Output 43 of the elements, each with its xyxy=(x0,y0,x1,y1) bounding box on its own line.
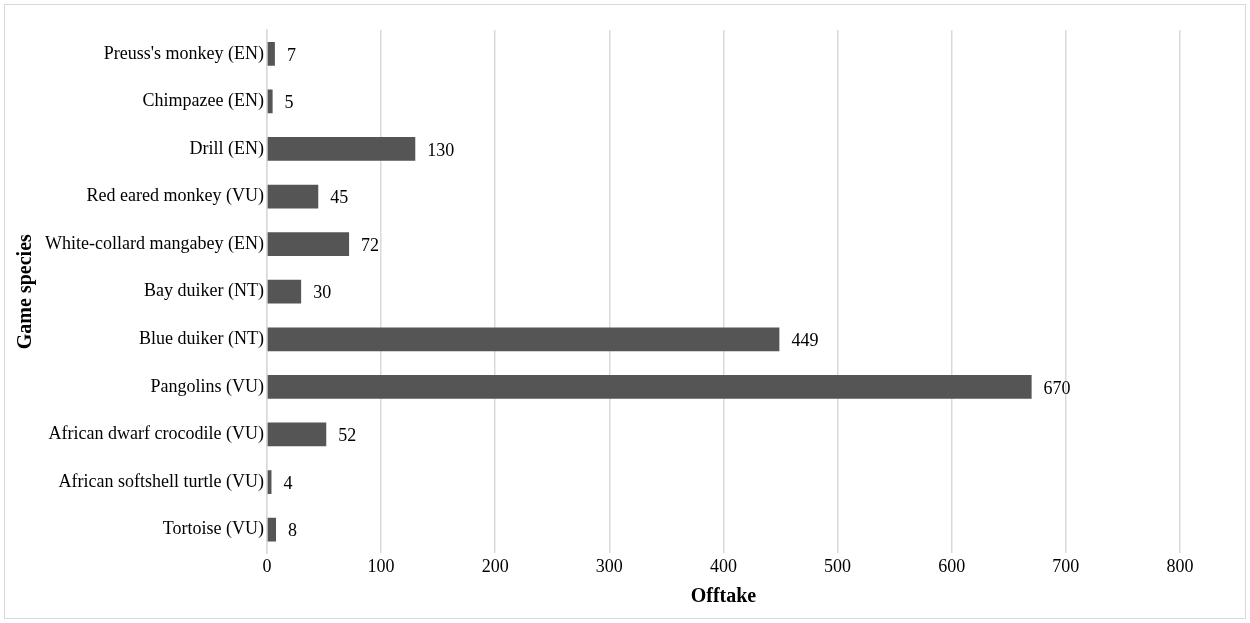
x-tick-label: 300 xyxy=(595,555,623,576)
data-label: 30 xyxy=(313,282,332,303)
bar xyxy=(267,89,273,114)
x-tick-label: 800 xyxy=(1166,555,1194,576)
y-tick-label: White-collard mangabey (EN) xyxy=(44,232,264,254)
bar xyxy=(267,137,416,161)
bar xyxy=(267,374,1032,399)
bar xyxy=(267,422,327,447)
x-tick-label: 700 xyxy=(1052,555,1080,576)
data-label: 4 xyxy=(283,472,293,493)
data-label: 449 xyxy=(791,330,819,351)
bar xyxy=(267,517,277,542)
x-tick-label: 100 xyxy=(367,555,395,576)
x-tick-label: 600 xyxy=(938,555,966,576)
y-tick-label: Red eared monkey (VU) xyxy=(86,185,264,207)
data-label: 670 xyxy=(1043,377,1071,398)
y-axis-title: Game species xyxy=(13,234,37,350)
data-label: 72 xyxy=(361,234,380,255)
x-tick-label: 400 xyxy=(709,555,737,576)
x-tick-label: 0 xyxy=(262,555,272,576)
x-axis-title: Offtake xyxy=(690,584,757,607)
bar xyxy=(267,232,350,257)
data-label: 45 xyxy=(330,187,349,208)
y-tick-label: African dwarf crocodile (VU) xyxy=(48,423,264,445)
bar xyxy=(267,327,780,352)
data-label: 130 xyxy=(427,139,455,160)
y-tick-label: Chimpazee (EN) xyxy=(142,90,264,112)
bar xyxy=(267,41,275,66)
y-tick-label: Bay duiker (NT) xyxy=(143,280,264,302)
y-tick-label: African softshell turtle (VU) xyxy=(58,470,264,492)
bar xyxy=(267,279,302,304)
y-tick-label: Drill (EN) xyxy=(189,137,264,159)
bar xyxy=(267,184,319,209)
data-label: 7 xyxy=(286,44,296,65)
data-label: 8 xyxy=(288,520,298,541)
y-tick-label: Blue duiker (NT) xyxy=(138,328,264,350)
x-tick-label: 200 xyxy=(481,555,509,576)
x-tick-label: 500 xyxy=(824,555,852,576)
data-label: 52 xyxy=(338,425,357,446)
y-tick-label: Tortoise (VU) xyxy=(162,518,264,540)
y-tick-label: Preuss's monkey (EN) xyxy=(103,42,264,64)
data-label: 5 xyxy=(284,92,294,113)
y-tick-label: Pangolins (VU) xyxy=(150,375,264,397)
